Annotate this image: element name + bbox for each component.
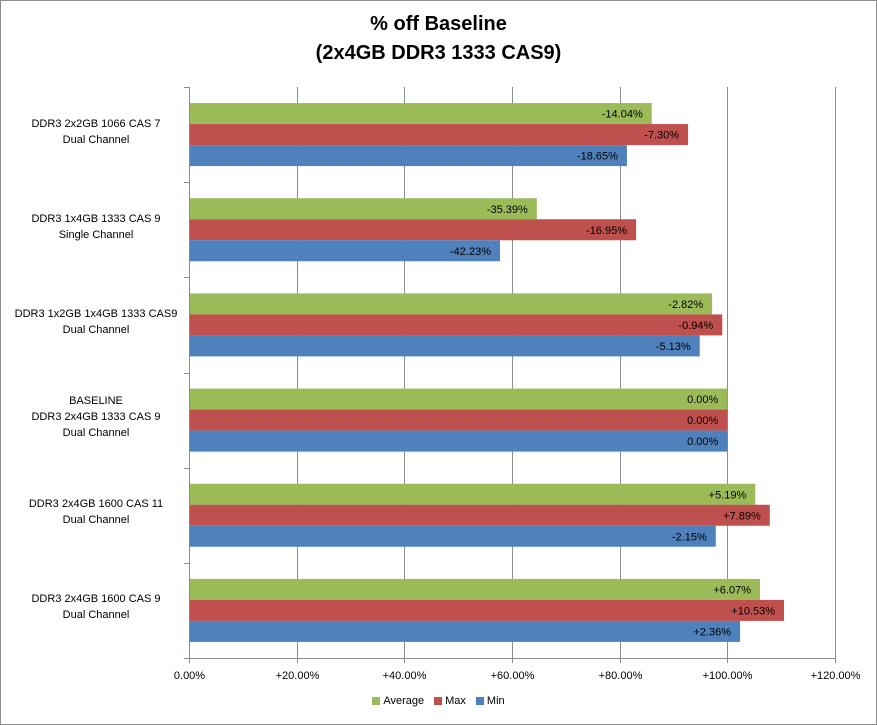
data-label: -0.94% [678,320,713,332]
category-label-line: DDR3 1x4GB 1333 CAS 9 [31,212,161,225]
data-label: -42.23% [450,246,491,258]
data-label: -16.95% [586,225,627,237]
data-label: -7.30% [644,130,679,142]
legend-label: Average [383,695,425,707]
category-label-line: Dual Channel [62,609,130,622]
data-label: 0.00% [687,436,718,448]
data-label: +10.53% [731,605,775,617]
legend-swatch [475,697,484,705]
chart-title-line-2: (2x4GB DDR3 1333 CAS9) [315,42,562,64]
x-tick-label: +20.00% [276,670,320,682]
data-label: +7.89% [723,510,761,522]
bar-max [190,219,637,241]
chart-title: % off Baseline (2x4GB DDR3 1333 CAS9) [0,10,877,68]
data-label: +5.19% [709,489,747,501]
category-label-line: DDR3 1x2GB 1x4GB 1333 CAS9 [14,307,178,320]
category-label: DDR3 1x2GB 1x4GB 1333 CAS9 Dual Channel [6,306,186,338]
bar-max [190,314,723,336]
category-label: DDR3 1x4GB 1333 CAS 9 Single Channel [6,211,186,243]
bar-min [190,430,728,452]
bar-min [190,240,500,262]
bar-max [190,124,689,146]
data-label: 0.00% [687,394,718,406]
legend: Average Max Min [0,695,877,707]
category-label-line: Dual Channel [62,514,130,527]
x-tick-label: +100.00% [703,670,753,682]
category-label-line: Dual Channel [62,133,130,146]
x-tick-label: +60.00% [491,670,535,682]
category-label-line: DDR3 2x4GB 1333 CAS 9 [31,411,161,424]
bar-min [190,525,716,547]
data-label: -14.04% [602,109,643,121]
data-label: -2.15% [672,531,707,543]
category-label-line: Dual Channel [62,427,130,440]
bar-min [190,335,700,357]
data-label: +6.07% [713,584,751,596]
bar-average [190,293,713,315]
category-label: DDR3 2x4GB 1600 CAS 9 Dual Channel [6,591,186,623]
category-label-line: Single Channel [58,228,134,241]
bar-min [190,620,741,642]
bar-min [190,145,627,167]
x-tick-label: +120.00% [811,670,861,682]
data-label: -2.82% [668,299,703,311]
bar-average [190,103,652,125]
legend-item-min: Min [475,695,505,707]
data-label: -35.39% [487,204,528,216]
category-label: DDR3 2x2GB 1066 CAS 7 Dual Channel [6,116,186,148]
bar-average [190,388,728,410]
legend-item-max: Max [434,695,466,707]
bar-max [190,409,728,431]
chart-title-line-1: % off Baseline [370,13,507,35]
category-label: BASELINE DDR3 2x4GB 1333 CAS 9 Dual Channe… [6,393,186,441]
legend-swatch [372,697,381,705]
bar-max [190,504,770,526]
category-label-line: DDR3 2x4GB 1600 CAS 9 [31,593,161,606]
bar-average [190,578,761,600]
category-label-line: DDR3 2x4GB 1600 CAS 11 [28,498,164,511]
bar-average [190,198,537,220]
data-label: +2.36% [693,626,731,638]
x-tick-label: 0.00% [174,670,205,682]
category-label-line: DDR3 2x2GB 1066 CAS 7 [31,117,161,130]
category-label: DDR3 2x4GB 1600 CAS 11 Dual Channel [6,496,186,528]
data-label: 0.00% [687,415,718,427]
legend-label: Max [445,695,466,707]
data-label: -18.65% [577,151,618,163]
category-label-line: Dual Channel [62,323,130,336]
x-tick-label: +40.00% [383,670,427,682]
data-label: -5.13% [656,341,691,353]
category-label-line: BASELINE [69,395,123,408]
bar-max [190,599,785,621]
legend-label: Min [486,695,505,707]
legend-item-average: Average [372,695,424,707]
bar-average [190,483,756,505]
legend-swatch [434,697,443,705]
x-tick-label: +80.00% [599,670,643,682]
